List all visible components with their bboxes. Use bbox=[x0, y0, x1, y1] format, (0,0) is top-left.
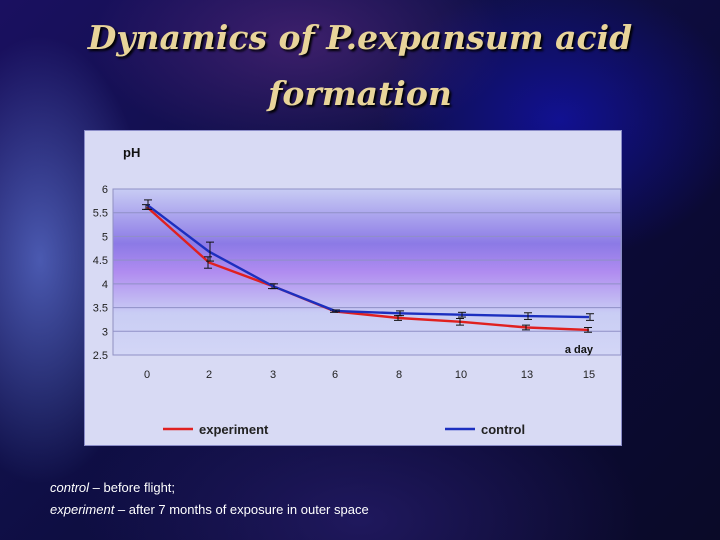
series-line-experiment bbox=[146, 206, 590, 332]
x-tick-label: 8 bbox=[396, 369, 402, 381]
caption-control: control – before flight; bbox=[50, 480, 175, 495]
caption-control-term: control bbox=[50, 480, 90, 495]
caption-experiment: experiment – after 7 months of exposure … bbox=[50, 502, 369, 517]
y-axis-label: pH bbox=[123, 145, 140, 160]
y-tick-label: 6 bbox=[102, 184, 108, 196]
x-tick-label: 15 bbox=[583, 369, 595, 381]
x-tick-label: 13 bbox=[521, 369, 533, 381]
slide-title-line-1: Dynamics of P.expansum acid bbox=[87, 18, 633, 57]
caption-experiment-term: experiment bbox=[50, 502, 115, 517]
slide-title-line-2: formation bbox=[268, 74, 452, 113]
x-tick-label: 3 bbox=[270, 369, 276, 381]
y-tick-label: 2.5 bbox=[93, 350, 108, 362]
y-tick-label: 4.5 bbox=[93, 255, 108, 267]
caption-control-text: – before flight; bbox=[89, 480, 176, 495]
x-tick-label: 2 bbox=[206, 369, 212, 381]
series-line-control bbox=[146, 203, 590, 319]
plot-area bbox=[112, 188, 621, 356]
y-tick-label: 5 bbox=[102, 231, 108, 243]
x-axis-label: a day bbox=[565, 344, 594, 356]
x-tick-label: 10 bbox=[455, 369, 467, 381]
x-tick-label: 6 bbox=[332, 369, 338, 381]
y-tick-label: 4 bbox=[102, 279, 108, 291]
chart-panel: 2.5 3 3.5 4 4.5 5 5.5 6 0 2 3 6 8 10 13 15 pH a day experi… bbox=[84, 130, 622, 446]
legend-label-experiment: experiment bbox=[199, 422, 269, 437]
y-tick-label: 3.5 bbox=[93, 303, 108, 315]
caption-experiment-text: – after 7 months of exposure in outer sp… bbox=[114, 502, 369, 517]
legend-label-control: control bbox=[481, 422, 525, 437]
y-tick-label: 5.5 bbox=[93, 208, 108, 220]
ph-line-chart: 2.5 3 3.5 4 4.5 5 5.5 6 0 2 3 6 8 10 13 15 pH a day experi… bbox=[93, 145, 621, 437]
y-tick-label: 3 bbox=[102, 326, 108, 338]
x-tick-label: 0 bbox=[144, 369, 150, 381]
